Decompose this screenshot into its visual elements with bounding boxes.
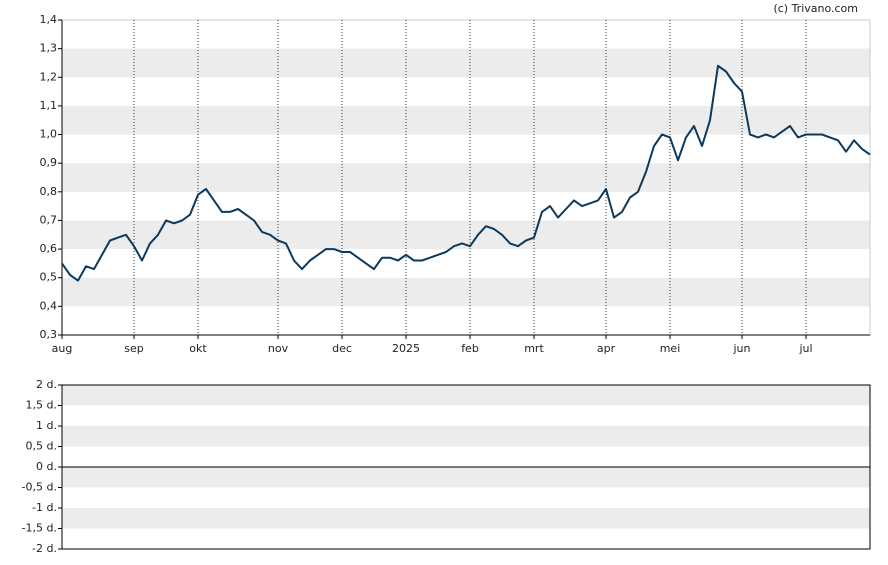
y-tick-label: 1,2 xyxy=(40,70,58,83)
y-tick-label: -0,5 d. xyxy=(22,481,57,494)
x-tick-label: aug xyxy=(52,342,73,355)
grid-band xyxy=(62,467,870,488)
y-tick-label: 1,0 xyxy=(40,128,58,141)
x-tick-label: 2025 xyxy=(392,342,420,355)
y-tick-label: 0,5 xyxy=(40,271,58,284)
grid-band xyxy=(62,48,870,78)
x-tick-label: jul xyxy=(798,342,812,355)
x-tick-label: mei xyxy=(660,342,681,355)
y-tick-label: 2 d. xyxy=(36,378,57,391)
x-tick-label: nov xyxy=(268,342,289,355)
y-tick-label: 1,3 xyxy=(40,42,58,55)
y-tick-label: -1 d. xyxy=(32,501,57,514)
y-tick-label: 1 d. xyxy=(36,419,57,432)
y-tick-label: 0,7 xyxy=(40,213,58,226)
y-tick-label: 0,4 xyxy=(40,299,58,312)
y-tick-label: 0,6 xyxy=(40,242,58,255)
grid-band xyxy=(62,163,870,192)
x-tick-label: dec xyxy=(332,342,352,355)
credit: (c) Trivano.com xyxy=(773,2,858,15)
x-tick-label: jun xyxy=(733,342,751,355)
x-tick-label: mrt xyxy=(524,342,544,355)
grid-band xyxy=(62,426,870,447)
x-tick-label: apr xyxy=(597,342,616,355)
y-tick-label: 0,5 d. xyxy=(26,440,57,453)
grid-band xyxy=(62,385,870,406)
grid-band xyxy=(62,508,870,529)
y-tick-label: 1,4 xyxy=(40,13,58,26)
x-tick-label: feb xyxy=(461,342,479,355)
y-tick-label: 1,5 d. xyxy=(26,399,57,412)
y-tick-label: 0,9 xyxy=(40,156,58,169)
y-tick-label: -2 d. xyxy=(32,542,57,555)
y-tick-label: -1,5 d. xyxy=(22,522,57,535)
y-tick-label: 0,3 xyxy=(40,328,58,341)
grid-band xyxy=(62,277,870,307)
price-line xyxy=(61,64,871,282)
x-tick-label: sep xyxy=(124,342,143,355)
y-tick-label: 0 d. xyxy=(36,460,57,473)
grid-band xyxy=(62,105,870,135)
x-tick-label: okt xyxy=(189,342,207,355)
y-tick-label: 0,8 xyxy=(40,185,58,198)
y-tick-label: 1,1 xyxy=(40,99,58,112)
